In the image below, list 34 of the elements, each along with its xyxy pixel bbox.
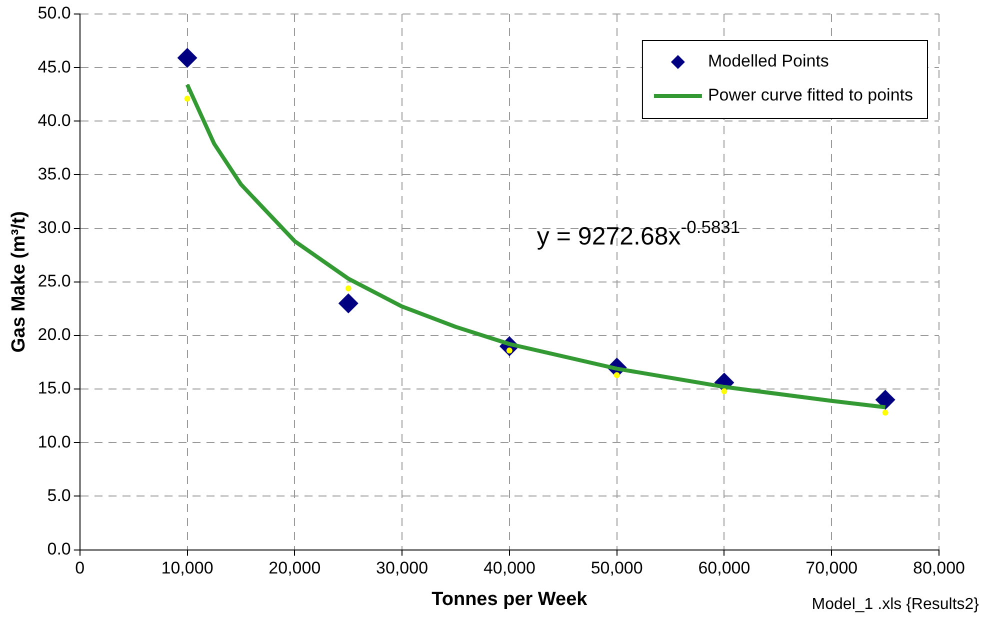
point — [506, 347, 512, 354]
y-tick-label: 10.0 — [38, 432, 71, 452]
x-tick-label: 50,000 — [590, 558, 643, 578]
point — [882, 410, 888, 416]
x-tick-label: 30,000 — [376, 558, 428, 578]
x-tick-label: 70,000 — [806, 558, 858, 578]
y-tick-label: 45.0 — [38, 57, 71, 76]
text: Model_1 .xls {Results2} — [812, 596, 980, 613]
y-tick-label: 35.0 — [38, 164, 71, 184]
point — [875, 390, 896, 410]
x-tick-label: 0 — [75, 558, 85, 578]
legend-label: Modelled Points — [708, 52, 829, 71]
legend-label: Power curve fitted to points — [708, 86, 913, 105]
point — [721, 388, 728, 394]
point — [338, 293, 358, 314]
y-tick-label: 0.0 — [47, 539, 71, 558]
x-tick-label: 10,000 — [161, 558, 214, 578]
x-tick-label: 20,000 — [268, 558, 321, 578]
y-tick-label: 30.0 — [38, 218, 71, 238]
x-tick-label: 80,000 — [913, 558, 965, 578]
y-tick-label: 20.0 — [38, 325, 71, 344]
point — [345, 285, 352, 292]
x-tick-label: 40,000 — [483, 558, 536, 578]
y-axis-title: Gas Make (m³/t) — [8, 211, 30, 353]
y-tick-label: 15.0 — [38, 378, 71, 398]
y-tick-label: 40.0 — [38, 110, 71, 130]
y-tick-label: 25.0 — [38, 272, 71, 291]
point — [184, 96, 190, 102]
x-tick-label: 60,000 — [698, 558, 750, 578]
point — [177, 48, 198, 68]
y-tick-label: 50.0 — [38, 4, 71, 23]
y-tick-label: 5.0 — [47, 486, 71, 505]
point — [614, 372, 620, 378]
x-axis-title: Tonnes per Week — [432, 588, 588, 610]
